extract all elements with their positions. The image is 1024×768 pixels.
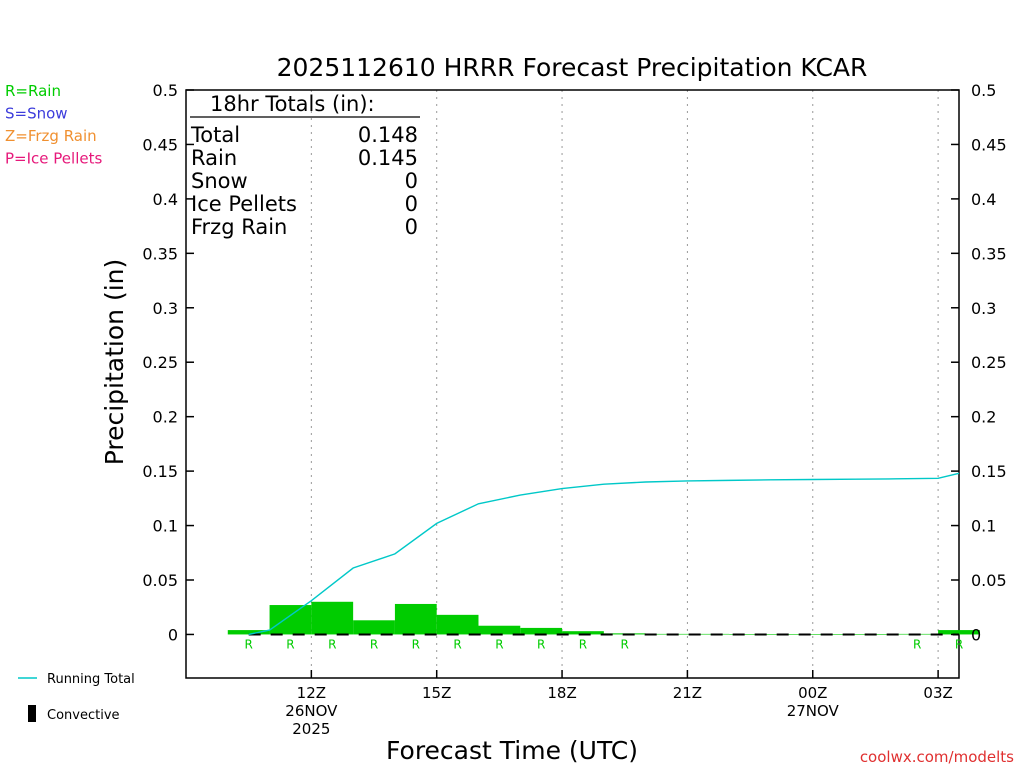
legend-entry: R=Rain [5, 82, 61, 100]
grid-lines [310, 90, 939, 678]
precip-bar [478, 625, 521, 635]
y-tick-label: 0.25 [971, 353, 1007, 372]
totals-row-value: 0.145 [358, 146, 418, 170]
y-tick-label: 0.35 [971, 244, 1007, 263]
precip-type-label: R [913, 637, 921, 651]
y-tick-label: 0 [971, 625, 981, 644]
x-tick-label: 21Z [673, 684, 702, 702]
precip-type-label: R [495, 637, 503, 651]
precip-bar [938, 630, 980, 635]
x-tick-label: 2025 [292, 720, 330, 738]
y-tick-label: 0.25 [142, 353, 178, 372]
precip-bar [227, 630, 270, 635]
totals-box: 18hr Totals (in): Total 0.148 Rain 0.145 Snow… [190, 92, 420, 239]
totals-row-label: Rain [191, 146, 237, 170]
precip-bar [687, 633, 730, 635]
y-tick-label: 0.4 [971, 190, 996, 209]
y-tick-label: 0.2 [971, 408, 996, 427]
precip-type-label: R [955, 637, 963, 651]
precip-type-label: R [245, 637, 253, 651]
legend-bar-swatch [28, 705, 36, 722]
totals-header: 18hr Totals (in): [210, 92, 375, 116]
plot-frame [185, 89, 960, 679]
y-tick-label: 0.35 [142, 244, 178, 263]
precip-bar [562, 631, 604, 635]
legend-entry: Z=Frzg Rain [5, 127, 97, 145]
precip-type-label: R [621, 637, 629, 651]
x-tick-label: 26NOV [285, 702, 338, 720]
y-tick-label: 0.3 [971, 299, 996, 318]
y-tick-label: 0.45 [142, 135, 178, 154]
legend-entry: S=Snow [5, 105, 68, 123]
totals-row-value: 0.148 [358, 123, 418, 147]
x-tick-label: 12Z [297, 684, 326, 702]
totals-row-label: Total [190, 123, 240, 147]
precip-bar [311, 601, 354, 635]
y-tick-label: 0.3 [153, 299, 178, 318]
y-axis-left-ticks: 0 0.05 0.1 0.15 0.2 0.25 0.3 0.35 0.4 0.45 0.5 [142, 81, 194, 644]
totals-row-label: Snow [191, 169, 248, 193]
precip-type-label: R [328, 637, 336, 651]
totals-row-value: 0 [405, 169, 418, 193]
y-tick-label: 0.2 [153, 408, 178, 427]
precip-bar [394, 603, 437, 635]
y-tick-label: 0.5 [153, 81, 178, 100]
y-tick-label: 0.05 [142, 571, 178, 590]
y-tick-label: 0.45 [971, 135, 1007, 154]
precip-type-label: R [453, 637, 461, 651]
precip-type-label: R [286, 637, 294, 651]
x-axis-label: Forecast Time (UTC) [386, 736, 638, 765]
y-tick-label: 0.1 [153, 517, 178, 536]
running-total-line [248, 472, 960, 636]
credit-text: coolwx.com/modelts [860, 748, 1014, 766]
precip-type-label: R [537, 637, 545, 651]
precip-type-legend: R=Rain S=Snow Z=Frzg Rain P=Ice Pellets [5, 82, 102, 168]
precip-type-label: R [579, 637, 587, 651]
legend-label: Running Total [47, 672, 135, 687]
precip-type-label: R [370, 637, 378, 651]
precip-bar [812, 634, 855, 635]
y-tick-label: 0.5 [971, 81, 996, 100]
totals-row-value: 0 [405, 215, 418, 239]
precip-type-label: R [412, 637, 420, 651]
precip-bar [729, 634, 771, 635]
precip-bar [436, 614, 479, 635]
series-legend: Running Total Convective [18, 672, 135, 723]
y-tick-label: 0.05 [971, 571, 1007, 590]
y-axis-label: Precipitation (in) [100, 259, 129, 466]
hourly-precip-bars [227, 601, 980, 635]
x-tick-label: 00Z [798, 684, 827, 702]
precip-bar [353, 620, 395, 635]
legend-entry: P=Ice Pellets [5, 150, 102, 168]
y-tick-label: 0.15 [142, 462, 178, 481]
x-tick-label: 18Z [547, 684, 576, 702]
y-tick-label: 0.1 [971, 517, 996, 536]
y-axis-right-ticks: 0 0.05 0.1 0.15 0.2 0.25 0.3 0.35 0.4 0.45 0.5 [951, 81, 1007, 644]
x-tick-label: 15Z [422, 684, 451, 702]
precip-bar [269, 605, 312, 635]
y-tick-label: 0 [168, 625, 178, 644]
y-tick-label: 0.4 [153, 190, 178, 209]
x-tick-label: 03Z [923, 684, 952, 702]
precip-bar [520, 627, 563, 635]
x-tick-label: 27NOV [787, 702, 840, 720]
precip-bar [770, 634, 813, 635]
y-tick-label: 0.15 [971, 462, 1007, 481]
legend-label: Convective [47, 708, 120, 723]
chart-title: 2025112610 HRRR Forecast Precipitation K… [277, 53, 868, 82]
totals-row-label: Frzg Rain [191, 215, 287, 239]
totals-row-value: 0 [405, 192, 418, 216]
totals-row-label: Ice Pellets [191, 192, 297, 216]
precip-bar [645, 633, 688, 635]
